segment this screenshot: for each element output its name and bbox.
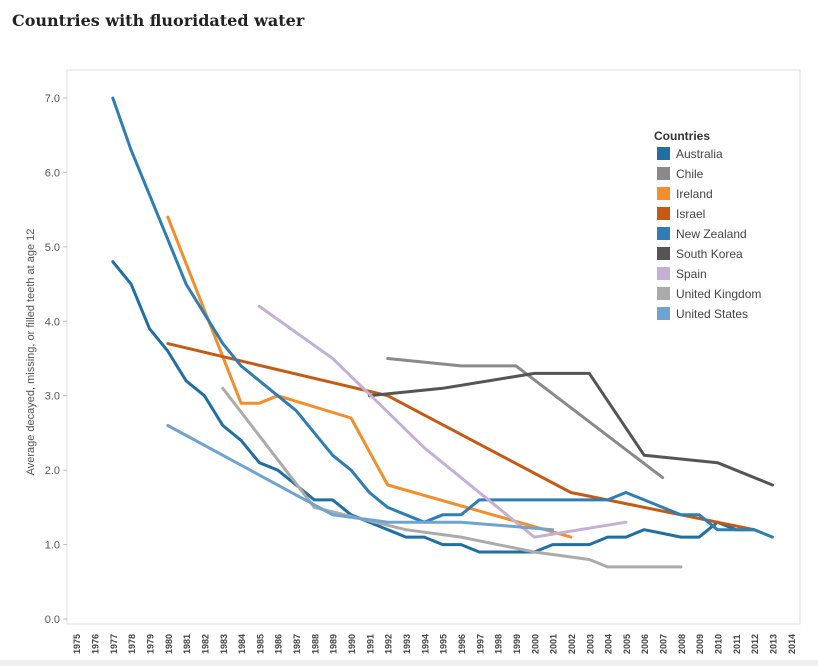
legend-item-south-korea[interactable]: South Korea — [657, 247, 743, 261]
series-line-australia[interactable] — [111, 260, 756, 554]
x-tick-label: 1987 — [292, 634, 302, 654]
legend-label: New Zealand — [676, 227, 747, 241]
x-tick-label: 1981 — [182, 634, 192, 654]
series-line-new-zealand[interactable] — [111, 96, 774, 539]
x-tick-label: 2009 — [695, 634, 705, 654]
x-tick-label: 2004 — [604, 634, 614, 654]
x-tick-label: 2006 — [640, 634, 650, 654]
series-lines — [111, 96, 774, 569]
series-line-spain[interactable] — [257, 304, 628, 539]
x-tick-label: 1990 — [347, 634, 357, 654]
x-tick-label: 1996 — [457, 634, 467, 654]
x-tick-label: 1992 — [384, 634, 394, 654]
x-tick-label: 2007 — [659, 634, 669, 654]
legend-item-ireland[interactable]: Ireland — [657, 187, 713, 201]
x-tick-label: 1993 — [402, 634, 412, 654]
legend-label: Spain — [676, 267, 707, 281]
x-tick-label: 2008 — [677, 634, 687, 654]
legend-item-spain[interactable]: Spain — [657, 267, 707, 281]
x-tick-label: 1978 — [127, 634, 137, 654]
legend-label: Australia — [676, 147, 723, 161]
y-tick-label: 3.0 — [45, 391, 60, 403]
series-line-chile[interactable] — [386, 357, 665, 480]
x-tick-label: 1986 — [274, 634, 284, 654]
legend-swatch — [657, 207, 670, 220]
legend-label: Ireland — [676, 187, 713, 201]
x-tick-label: 1999 — [512, 634, 522, 654]
plot-frame — [66, 69, 801, 625]
x-tick-label: 2000 — [530, 634, 540, 654]
series-line-united-states[interactable] — [166, 424, 555, 532]
chart-title: Countries with fluoridated water — [12, 11, 305, 30]
y-tick-label: 5.0 — [45, 242, 60, 254]
y-tick-label: 0.0 — [45, 614, 60, 626]
x-tick-label: 1989 — [329, 634, 339, 654]
x-tick-label: 1975 — [72, 634, 82, 654]
y-tick-label: 6.0 — [45, 167, 60, 179]
legend-item-chile[interactable]: Chile — [657, 167, 704, 181]
legend[interactable]: Countries Australia Chile Ireland Israel New… — [654, 129, 761, 321]
y-tick-label: 7.0 — [45, 93, 60, 105]
x-tick-label: 1997 — [475, 634, 485, 654]
x-tick-label: 1976 — [90, 634, 100, 654]
legend-item-united-states[interactable]: United States — [657, 307, 748, 321]
legend-label: South Korea — [676, 247, 743, 261]
x-tick-label: 1984 — [237, 634, 247, 654]
x-tick-label: 2003 — [585, 634, 595, 654]
legend-swatch — [657, 147, 670, 160]
legend-label: United States — [676, 307, 748, 321]
legend-title: Countries — [654, 129, 710, 143]
x-tick-label: 2013 — [769, 634, 779, 654]
y-tick-label: 4.0 — [45, 316, 60, 328]
legend-swatch — [657, 187, 670, 200]
x-tick-label: 1979 — [145, 634, 155, 654]
x-tick-label: 2001 — [549, 634, 559, 654]
x-tick-label: 2012 — [750, 634, 760, 654]
x-tick-label: 1982 — [200, 634, 210, 654]
x-tick-label: 1983 — [219, 634, 229, 654]
x-tick-label: 2010 — [714, 634, 724, 654]
legend-swatch — [657, 247, 670, 260]
y-axis-ticks: 0.0 1.0 2.0 3.0 4.0 5.0 6.0 7.0 — [45, 93, 67, 626]
x-axis-ticks: 1975 1976 1977 1978 1979 1980 1981 1982 1983 1984… — [72, 634, 797, 654]
x-tick-label: 1998 — [494, 634, 504, 654]
legend-label: United Kingdom — [676, 287, 761, 301]
legend-swatch — [657, 227, 670, 240]
x-tick-label: 1985 — [255, 634, 265, 654]
y-tick-label: 2.0 — [45, 465, 60, 477]
series-line-united-kingdom[interactable] — [221, 386, 683, 569]
x-tick-label: 1980 — [164, 634, 174, 654]
legend-swatch — [657, 307, 670, 320]
x-tick-label: 2011 — [732, 634, 742, 654]
x-tick-label: 2014 — [787, 634, 797, 654]
x-tick-label: 1977 — [109, 634, 119, 654]
x-tick-label: 2002 — [567, 634, 577, 654]
y-axis-label: Average decayed, missing, or filled teet… — [25, 229, 37, 476]
legend-swatch — [657, 167, 670, 180]
x-tick-label: 1995 — [439, 634, 449, 654]
x-tick-label: 1994 — [420, 634, 430, 654]
y-tick-label: 1.0 — [45, 540, 60, 552]
legend-swatch — [657, 287, 670, 300]
legend-label: Chile — [676, 167, 704, 181]
x-tick-label: 2005 — [622, 634, 632, 654]
legend-label: Israel — [676, 207, 705, 221]
series-line-israel[interactable] — [166, 342, 756, 532]
legend-item-new-zealand[interactable]: New Zealand — [657, 227, 747, 241]
legend-item-israel[interactable]: Israel — [657, 207, 705, 221]
series-line-south-korea[interactable] — [367, 371, 774, 487]
x-tick-label: 1991 — [365, 634, 375, 654]
legend-item-united-kingdom[interactable]: United Kingdom — [657, 287, 761, 301]
legend-swatch — [657, 267, 670, 280]
x-tick-label: 1988 — [310, 634, 320, 654]
footer-band — [0, 660, 818, 666]
legend-item-australia[interactable]: Australia — [657, 147, 723, 161]
